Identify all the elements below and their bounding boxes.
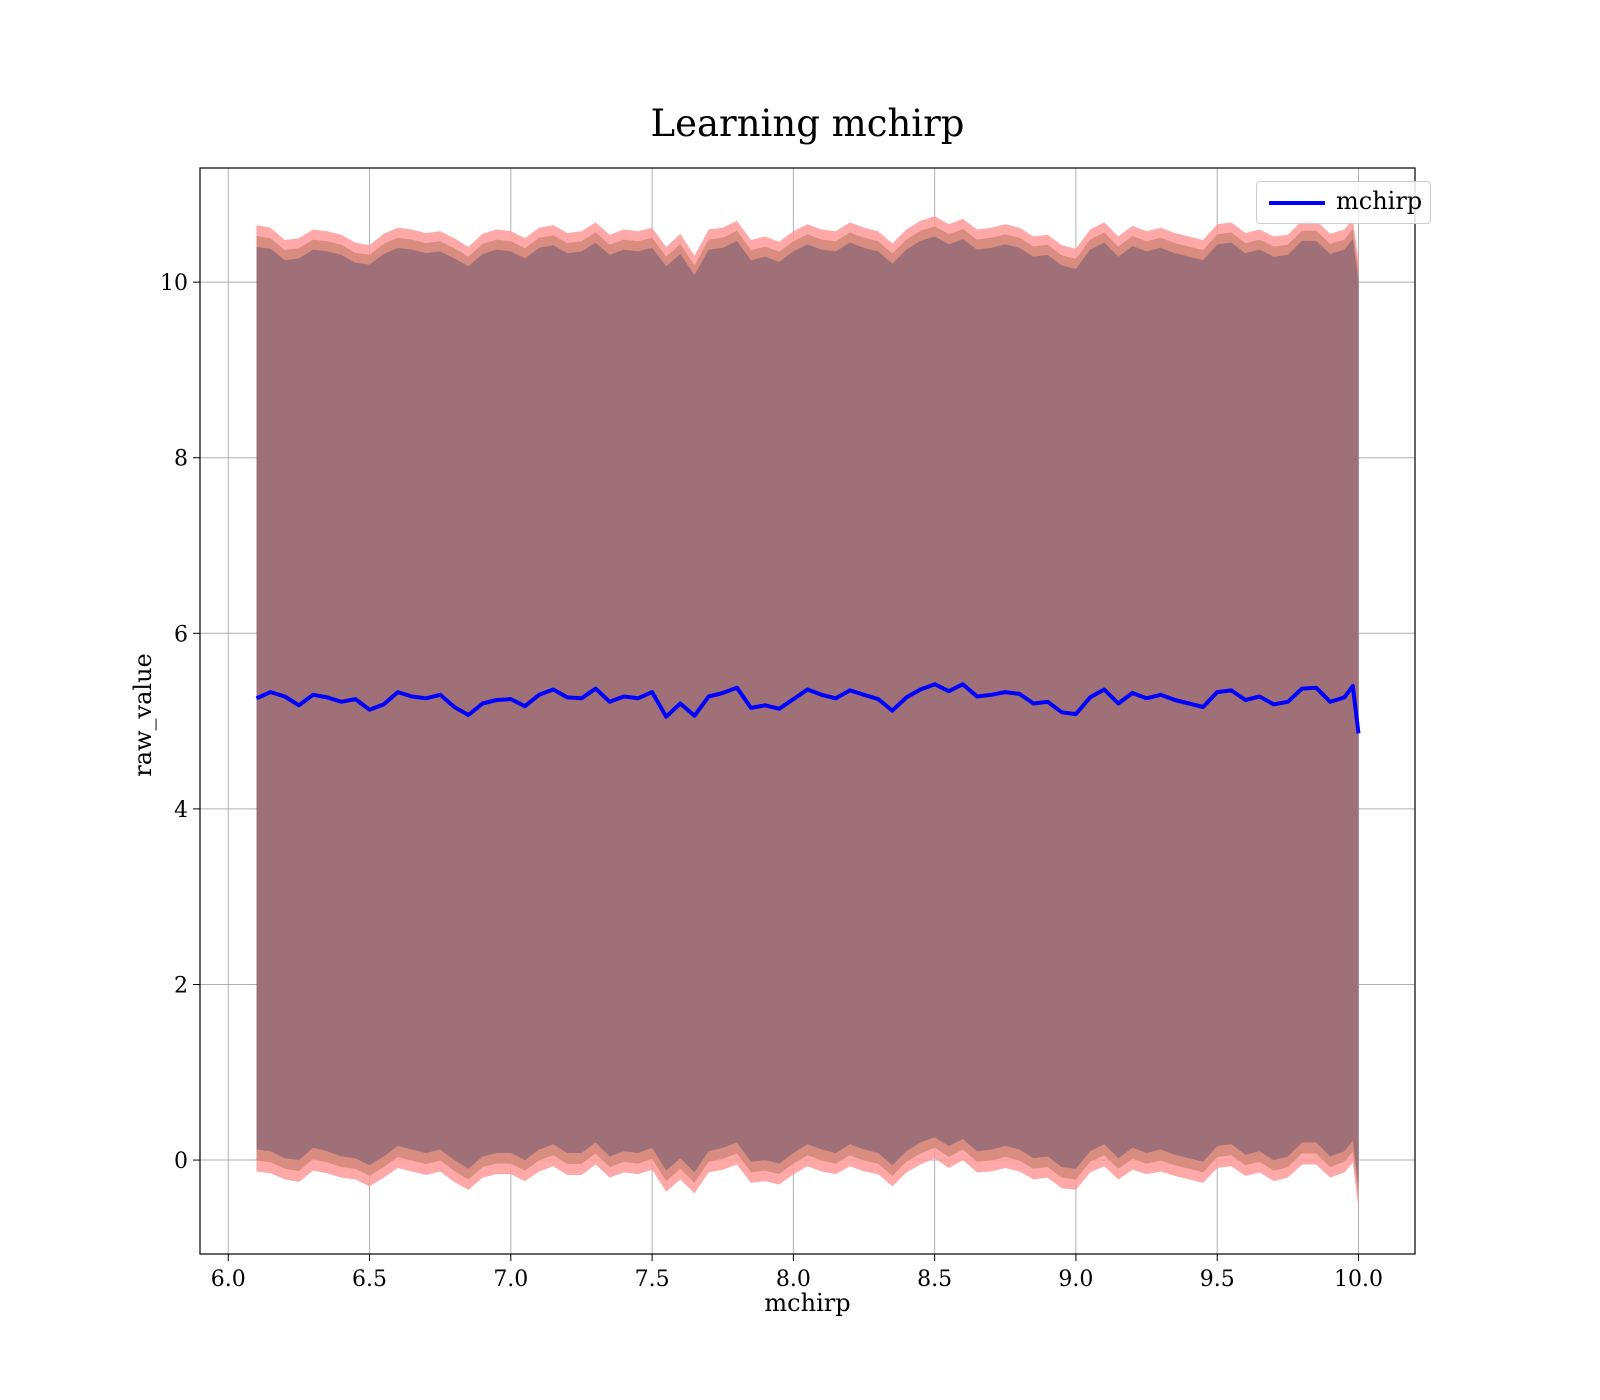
x-tick-label: 9.0: [1058, 1267, 1093, 1292]
plot-frame: [199, 167, 1416, 1255]
series-line-mchirp: [255, 682, 1361, 734]
legend-label: mchirp: [1336, 187, 1423, 215]
chart-title: Learning mchirp: [650, 102, 965, 145]
x-tick-label: 7.0: [493, 1267, 528, 1292]
legend: mchirp: [1256, 181, 1431, 224]
uncertainty-band-inner: [256, 236, 1359, 1187]
y-tick-label: 2: [174, 973, 188, 998]
x-tick-label: 10.0: [1334, 1267, 1383, 1292]
x-axis-label: mchirp: [764, 1289, 851, 1317]
y-tick-label: 10: [160, 271, 188, 296]
y-tick-label: 8: [174, 447, 188, 472]
x-tick-label: 8.0: [776, 1267, 811, 1292]
legend-line-swatch: [1269, 201, 1325, 205]
y-tick-label: 4: [174, 798, 188, 823]
y-tick-label: 0: [174, 1149, 188, 1174]
x-tick-label: 8.5: [917, 1267, 952, 1292]
y-tick-label: 6: [174, 622, 188, 647]
x-tick-label: 7.5: [635, 1267, 670, 1292]
y-axis-label: raw_value: [129, 653, 157, 777]
x-tick-label: 9.5: [1200, 1267, 1235, 1292]
x-tick-label: 6.0: [211, 1267, 246, 1292]
x-tick-label: 6.5: [352, 1267, 387, 1292]
